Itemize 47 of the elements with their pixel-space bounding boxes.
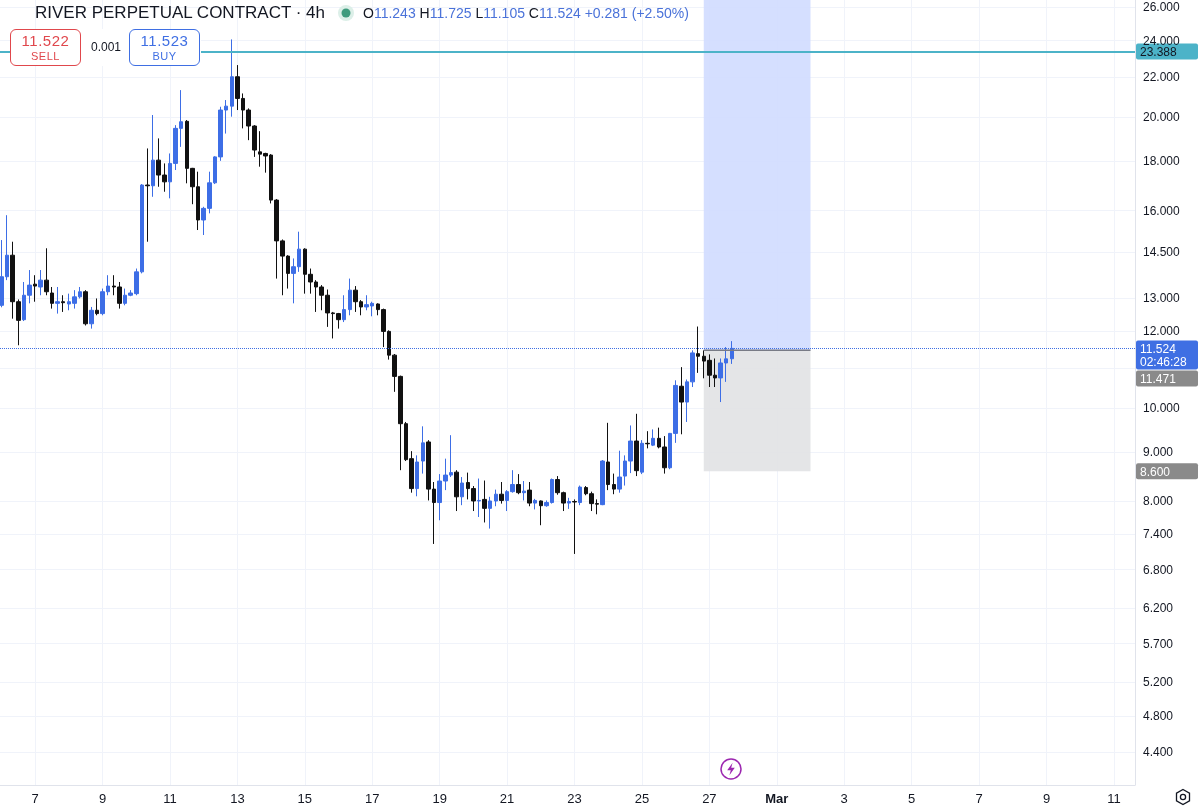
x-tick-label: 21: [499, 791, 515, 806]
x-tick-label: Mar: [765, 791, 789, 806]
x-tick-label: 25: [634, 791, 650, 806]
ref-line-label: 11.524 02:46:28: [1140, 341, 1188, 369]
annotation: SELL: [31, 49, 60, 62]
annotation: 11.522: [21, 32, 70, 50]
x-tick-label: 27: [702, 791, 717, 806]
annotation: 11.523: [140, 32, 189, 50]
y-tick-label: 14.500: [1143, 245, 1181, 260]
x-tick-label: 7: [31, 791, 39, 806]
text: O11.243 H11.725 L11.105 C11.524 +0.281 (+2.50%): [363, 5, 689, 21]
x-tick-label: 9: [1042, 791, 1051, 806]
x-tick-label: 15: [297, 791, 313, 806]
x-tick-label: 23: [567, 791, 582, 806]
y-tick-label: 10.000: [1143, 400, 1181, 415]
y-tick-label: 22.000: [1143, 70, 1181, 85]
y-tick-label: 9.000: [1143, 445, 1174, 460]
sell-button: 11.522 SELL: [10, 29, 81, 66]
y-tick-label: 26.000: [1143, 0, 1181, 15]
x-tick-label: 19: [432, 791, 447, 806]
y-tick-label: 7.400: [1143, 527, 1174, 542]
y-tick-label: 4.800: [1143, 708, 1174, 723]
y-tick-label: 20.000: [1143, 110, 1181, 125]
text: 8.600: [1140, 464, 1171, 479]
annotation: 0.001: [90, 40, 122, 54]
chart-title: RIVER PERPETUAL CONTRACT · 4h: [35, 3, 326, 23]
x-tick-label: 11: [1107, 791, 1121, 806]
y-tick-label: 5.700: [1143, 636, 1174, 651]
x-tick-label: 3: [840, 791, 848, 806]
y-tick-label: 5.200: [1143, 675, 1174, 690]
x-tick-label: 17: [365, 791, 380, 806]
text: 11.471: [1140, 371, 1177, 386]
y-tick-label: 18.000: [1143, 154, 1181, 169]
y-tick-label: 4.400: [1143, 745, 1174, 760]
y-tick-label: 8.000: [1143, 494, 1174, 509]
x-tick-label: 13: [230, 791, 245, 806]
x-tick-label: 9: [98, 791, 107, 806]
x-tick-label: 11: [163, 791, 177, 806]
annotation: BUY: [152, 49, 177, 62]
y-tick-label: 13.000: [1143, 290, 1181, 305]
buy-button: 11.523 BUY: [129, 29, 200, 66]
x-tick-label: 7: [975, 791, 983, 806]
x-tick-label: 5: [908, 791, 916, 806]
y-tick-label: 6.800: [1143, 562, 1174, 577]
y-tick-label: 6.200: [1143, 601, 1174, 616]
y-tick-label: 12.000: [1143, 324, 1181, 339]
y-tick-label: 16.000: [1143, 203, 1181, 218]
